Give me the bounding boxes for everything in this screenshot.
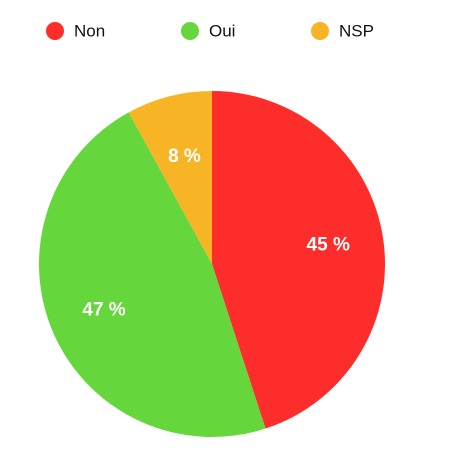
legend-label: Oui bbox=[209, 21, 235, 40]
legend-label: NSP bbox=[339, 21, 374, 40]
slice-label: 47 % bbox=[82, 300, 125, 321]
pie-slice bbox=[39, 112, 266, 437]
legend-label: Non bbox=[74, 21, 105, 40]
legend-swatch bbox=[311, 22, 329, 40]
pie-slice bbox=[128, 91, 212, 264]
slice-label: 45 % bbox=[307, 235, 350, 256]
pie-slice bbox=[212, 91, 385, 429]
legend-swatch bbox=[46, 22, 64, 40]
slice-label: 8 % bbox=[168, 146, 201, 167]
legend-swatch bbox=[181, 22, 199, 40]
